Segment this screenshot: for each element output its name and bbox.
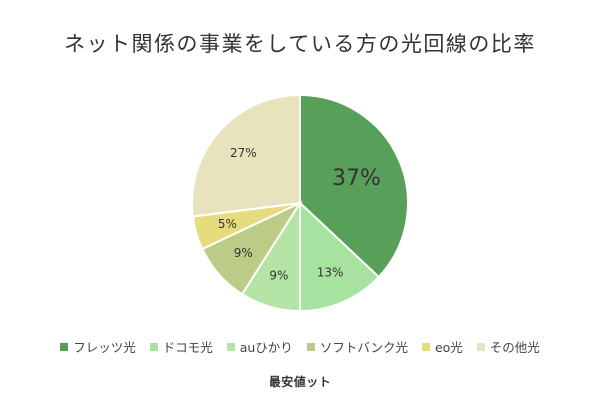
pie-slice-label-6: 27% (230, 146, 257, 160)
legend-item-1: フレッツ光 (60, 337, 136, 356)
legend-swatch-4 (306, 342, 315, 351)
legend-swatch-2 (149, 342, 158, 351)
pie-slice-label-4: 9% (234, 246, 253, 260)
pie-slice-label-1: 37% (332, 166, 381, 191)
pie-slice-label-3: 9% (269, 269, 288, 283)
legend-label-3: auひかり (239, 340, 293, 355)
pie-slice-6 (191, 93, 301, 218)
svg-text:最安値ット: 最安値ット (270, 374, 330, 389)
logo-mark: 最安値ット (270, 374, 330, 389)
legend-item-5: eo光 (421, 337, 463, 356)
pie-slice-label-5: 5% (218, 217, 237, 231)
site-logo: 最安値ット (0, 372, 600, 390)
pie-slice-label-2: 13% (317, 265, 344, 279)
legend-label-5: eo光 (434, 340, 463, 355)
legend-item-3: auひかり (226, 337, 293, 356)
legend-swatch-1 (60, 342, 69, 351)
legend-item-2: ドコモ光 (149, 337, 213, 356)
pie-slice-2 (299, 200, 381, 313)
legend-swatch-3 (226, 342, 235, 351)
legend-label-6: その他光 (489, 340, 540, 355)
legend-swatch-6 (476, 342, 485, 351)
pie-slice-1 (299, 93, 409, 279)
legend-label-4: ソフトバンク光 (319, 340, 408, 355)
chart-title: ネット関係の事業をしている方の光回線の比率 (64, 32, 536, 56)
legend-label-1: フレッツ光 (73, 340, 136, 355)
chart-legend: フレッツ光 ドコモ光 auひかり ソフトバンク光 eo光 その他光 (0, 337, 600, 356)
legend-swatch-5 (421, 342, 430, 351)
legend-label-2: ドコモ光 (162, 340, 213, 355)
legend-item-4: ソフトバンク光 (306, 337, 408, 356)
legend-item-6: その他光 (476, 337, 540, 356)
